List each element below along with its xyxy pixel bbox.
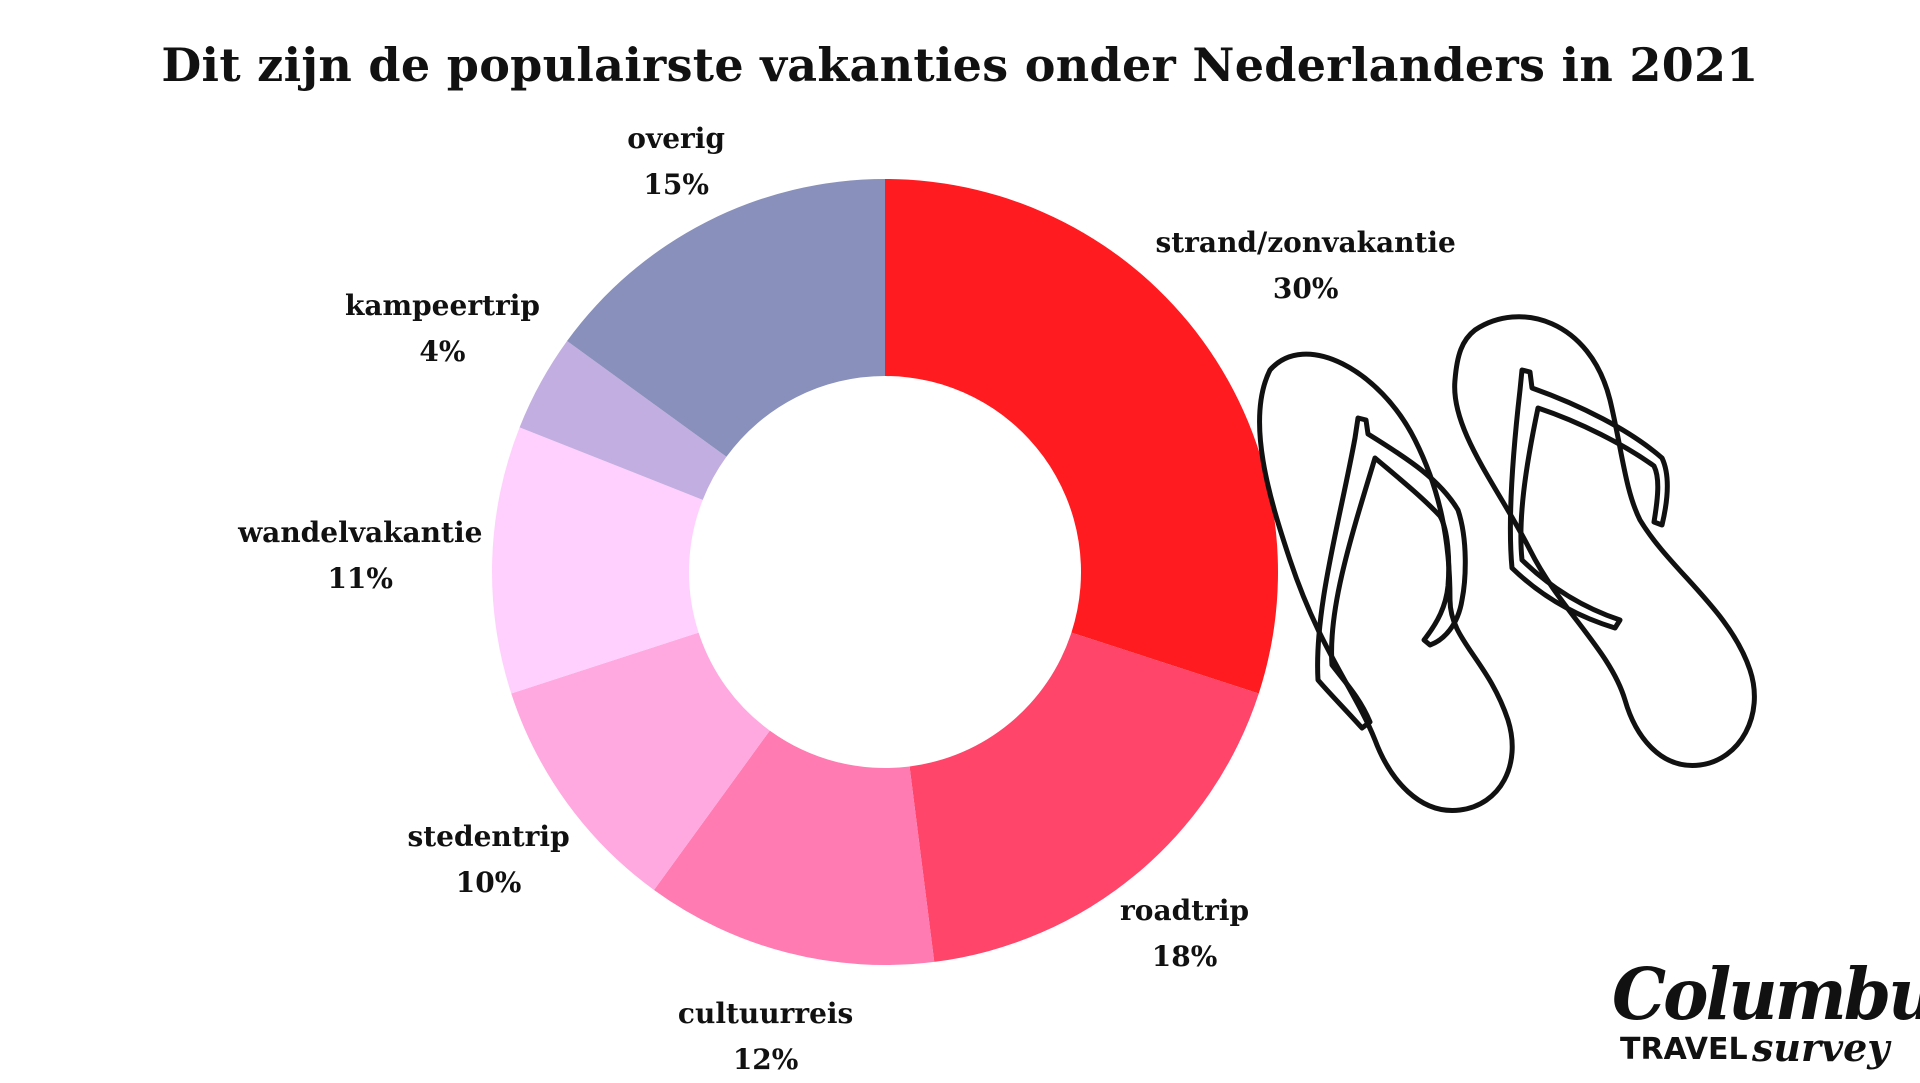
donut-slice-wandelvakantie <box>492 427 703 694</box>
slice-label: wandelvakantie 11% <box>170 510 550 602</box>
logo-tagline-survey: survey <box>1752 1025 1890 1070</box>
slice-label-value: 11% <box>327 561 394 595</box>
logo-brand: Columbus <box>1612 953 1920 1037</box>
slice-label-value: 30% <box>1272 272 1339 306</box>
slice-label: kampeertrip 4% <box>252 283 632 375</box>
slice-label-name: roadtrip <box>1120 894 1250 928</box>
donut-slice-cultuurreis <box>654 730 935 965</box>
flip-flops-icon <box>1257 314 1757 813</box>
slice-label: cultuurreis 12% <box>576 991 956 1083</box>
donut-slice-strand-zonvakantie <box>885 179 1278 694</box>
slice-label: overig 15% <box>486 116 866 208</box>
columbus-logo: Columbus TRAVEL survey <box>1612 953 1920 1075</box>
slice-label-value: 4% <box>419 334 466 368</box>
logo-tagline-travel: TRAVEL <box>1620 1032 1748 1067</box>
slice-label-name: cultuurreis <box>677 996 854 1030</box>
donut-slice-roadtrip <box>909 632 1259 962</box>
slice-label-name: wandelvakantie <box>238 515 483 549</box>
slice-label-value: 18% <box>1151 940 1218 974</box>
slice-label: roadtrip 18% <box>995 888 1375 980</box>
donut-slice-overig <box>567 179 885 457</box>
chart-title: Dit zijn de populairste vakanties onder … <box>161 38 1759 92</box>
slice-label-value: 10% <box>455 866 522 899</box>
slice-label: strand/zonvakantie 30% <box>1116 220 1496 312</box>
slice-label-name: strand/zonvakantie <box>1155 226 1456 260</box>
slice-label: stedentrip 10% <box>299 814 679 906</box>
slice-label-value: 15% <box>643 168 709 202</box>
slice-label-value: 12% <box>732 1042 799 1076</box>
slice-label-name: overig <box>627 122 726 156</box>
slice-label-name: stedentrip <box>407 820 570 853</box>
donut-slice-kampeertrip <box>519 341 727 500</box>
donut-slice-stedentrip <box>511 632 770 890</box>
slice-label-name: kampeertrip <box>344 288 540 322</box>
